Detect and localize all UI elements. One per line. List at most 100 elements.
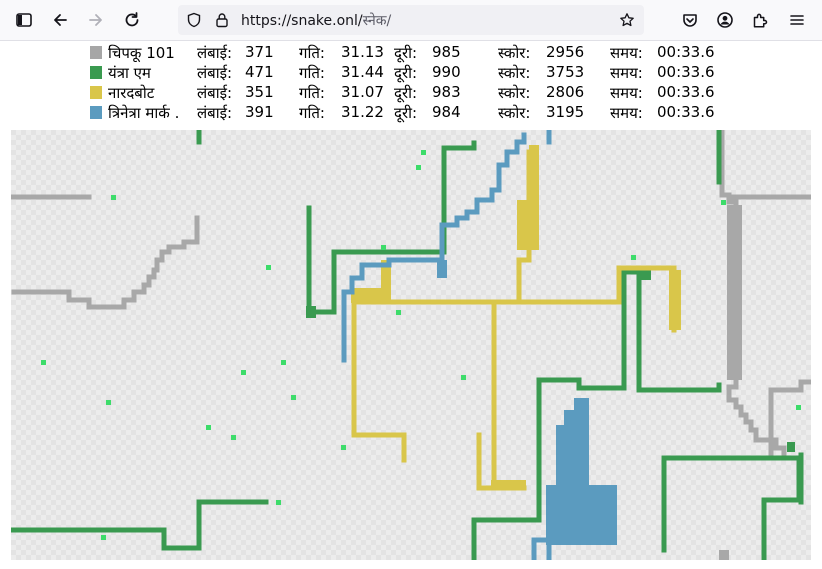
distance-label: दूरी: bbox=[394, 84, 418, 102]
snake-green-segment bbox=[639, 268, 651, 280]
snake-yellow-segment bbox=[381, 260, 391, 290]
extensions-icon[interactable] bbox=[748, 8, 772, 32]
snake-green-tail bbox=[306, 306, 316, 318]
snake-blue bbox=[341, 130, 552, 560]
snake-yellow-segment bbox=[669, 270, 681, 330]
food-pellets bbox=[41, 150, 801, 540]
scoreboard: चिपकू 101 लंबाई: 371 गति: 31.13 दूरी: 98… bbox=[0, 41, 822, 130]
url-host: https://snake.onl/ bbox=[241, 13, 363, 29]
reload-icon[interactable] bbox=[120, 8, 144, 32]
food-pellet bbox=[106, 400, 111, 405]
distance-label: दूरी: bbox=[394, 64, 418, 82]
score-value: 2806 bbox=[546, 83, 585, 101]
food-pellet bbox=[111, 195, 116, 200]
player-name: नारदबोट bbox=[108, 84, 155, 102]
player-name: यंत्रा एम bbox=[108, 64, 151, 82]
food-pellet bbox=[381, 245, 386, 250]
food-pellet bbox=[341, 445, 346, 450]
food-pellet bbox=[276, 500, 281, 505]
url-path: स्नेक/ bbox=[362, 13, 392, 29]
url-text[interactable]: https://snake.onl/स्नेक/ bbox=[241, 11, 391, 30]
time-value: 00:33.6 bbox=[657, 63, 715, 81]
food-pellet bbox=[41, 360, 46, 365]
player-name: त्रिनेत्रा मार्क . bbox=[108, 104, 180, 122]
snake-blue-segment bbox=[437, 260, 447, 278]
snake-grey bbox=[11, 130, 811, 461]
sidebar-toggle-icon[interactable] bbox=[12, 8, 36, 32]
speed-label: गति: bbox=[299, 44, 325, 62]
length-label: लंबाई: bbox=[197, 104, 233, 122]
player-color-swatch bbox=[90, 86, 102, 99]
time-value: 00:33.6 bbox=[657, 43, 715, 61]
distance-value: 984 bbox=[432, 103, 461, 121]
snake-green bbox=[11, 130, 804, 560]
score-value: 3195 bbox=[546, 103, 585, 121]
forward-arrow-icon[interactable] bbox=[84, 8, 108, 32]
time-label: समय: bbox=[610, 64, 643, 82]
player-name: चिपकू 101 bbox=[108, 44, 175, 62]
length-label: लंबाई: bbox=[197, 84, 233, 102]
length-label: लंबाई: bbox=[197, 64, 233, 82]
food-pellet bbox=[396, 310, 401, 315]
distance-value: 983 bbox=[432, 83, 461, 101]
snake-blue-body bbox=[546, 395, 617, 545]
score-label: स्कोर: bbox=[498, 84, 531, 102]
time-label: समय: bbox=[610, 104, 643, 122]
snake-grey-tail bbox=[719, 550, 729, 560]
speed-label: गति: bbox=[299, 84, 325, 102]
length-value: 471 bbox=[245, 63, 274, 81]
time-value: 00:33.6 bbox=[657, 103, 715, 121]
account-icon[interactable] bbox=[713, 8, 737, 32]
food-pellet bbox=[206, 425, 211, 430]
distance-value: 990 bbox=[432, 63, 461, 81]
distance-label: दूरी: bbox=[394, 44, 418, 62]
food-pellet bbox=[631, 255, 636, 260]
speed-value: 31.44 bbox=[341, 63, 384, 81]
lock-icon[interactable] bbox=[214, 12, 230, 28]
distance-value: 985 bbox=[432, 43, 461, 61]
game-board-canvas[interactable] bbox=[11, 130, 811, 560]
snake-grey-body bbox=[727, 205, 742, 380]
back-arrow-icon[interactable] bbox=[48, 8, 72, 32]
score-value: 2956 bbox=[546, 43, 585, 61]
score-label: स्कोर: bbox=[498, 44, 531, 62]
snake-yellow-body bbox=[517, 200, 539, 250]
speed-value: 31.07 bbox=[341, 83, 384, 101]
time-label: समय: bbox=[610, 84, 643, 102]
score-value: 3753 bbox=[546, 63, 585, 81]
food-pellet bbox=[231, 435, 236, 440]
speed-value: 31.22 bbox=[341, 103, 384, 121]
snake-green-head bbox=[787, 442, 795, 452]
bookmark-star-icon[interactable] bbox=[619, 12, 635, 28]
score-label: स्कोर: bbox=[498, 104, 531, 122]
shield-icon[interactable] bbox=[186, 12, 202, 28]
player-color-swatch bbox=[90, 106, 102, 119]
player-color-swatch bbox=[90, 46, 102, 59]
board-background bbox=[11, 130, 811, 560]
food-pellet bbox=[461, 375, 466, 380]
time-label: समय: bbox=[610, 44, 643, 62]
food-pellet bbox=[796, 405, 801, 410]
snake-yellow-body bbox=[529, 145, 539, 203]
speed-value: 31.13 bbox=[341, 43, 384, 61]
distance-label: दूरी: bbox=[394, 104, 418, 122]
browser-toolbar: https://snake.onl/स्नेक/ bbox=[0, 0, 822, 41]
snake-yellow-tail bbox=[491, 480, 526, 490]
snake-yellow-head bbox=[351, 288, 391, 303]
player-color-swatch bbox=[90, 66, 102, 79]
length-value: 351 bbox=[245, 83, 274, 101]
food-pellet bbox=[101, 535, 106, 540]
food-pellet bbox=[416, 165, 421, 170]
speed-label: गति: bbox=[299, 64, 325, 82]
pocket-icon[interactable] bbox=[678, 8, 702, 32]
food-pellet bbox=[291, 395, 296, 400]
food-pellet bbox=[721, 200, 726, 205]
food-pellet bbox=[266, 265, 271, 270]
menu-icon[interactable] bbox=[785, 8, 809, 32]
length-value: 371 bbox=[245, 43, 274, 61]
food-pellet bbox=[281, 360, 286, 365]
speed-label: गति: bbox=[299, 104, 325, 122]
food-pellet bbox=[421, 150, 426, 155]
game-board[interactable] bbox=[11, 130, 811, 560]
address-bar[interactable]: https://snake.onl/स्नेक/ bbox=[178, 5, 644, 35]
